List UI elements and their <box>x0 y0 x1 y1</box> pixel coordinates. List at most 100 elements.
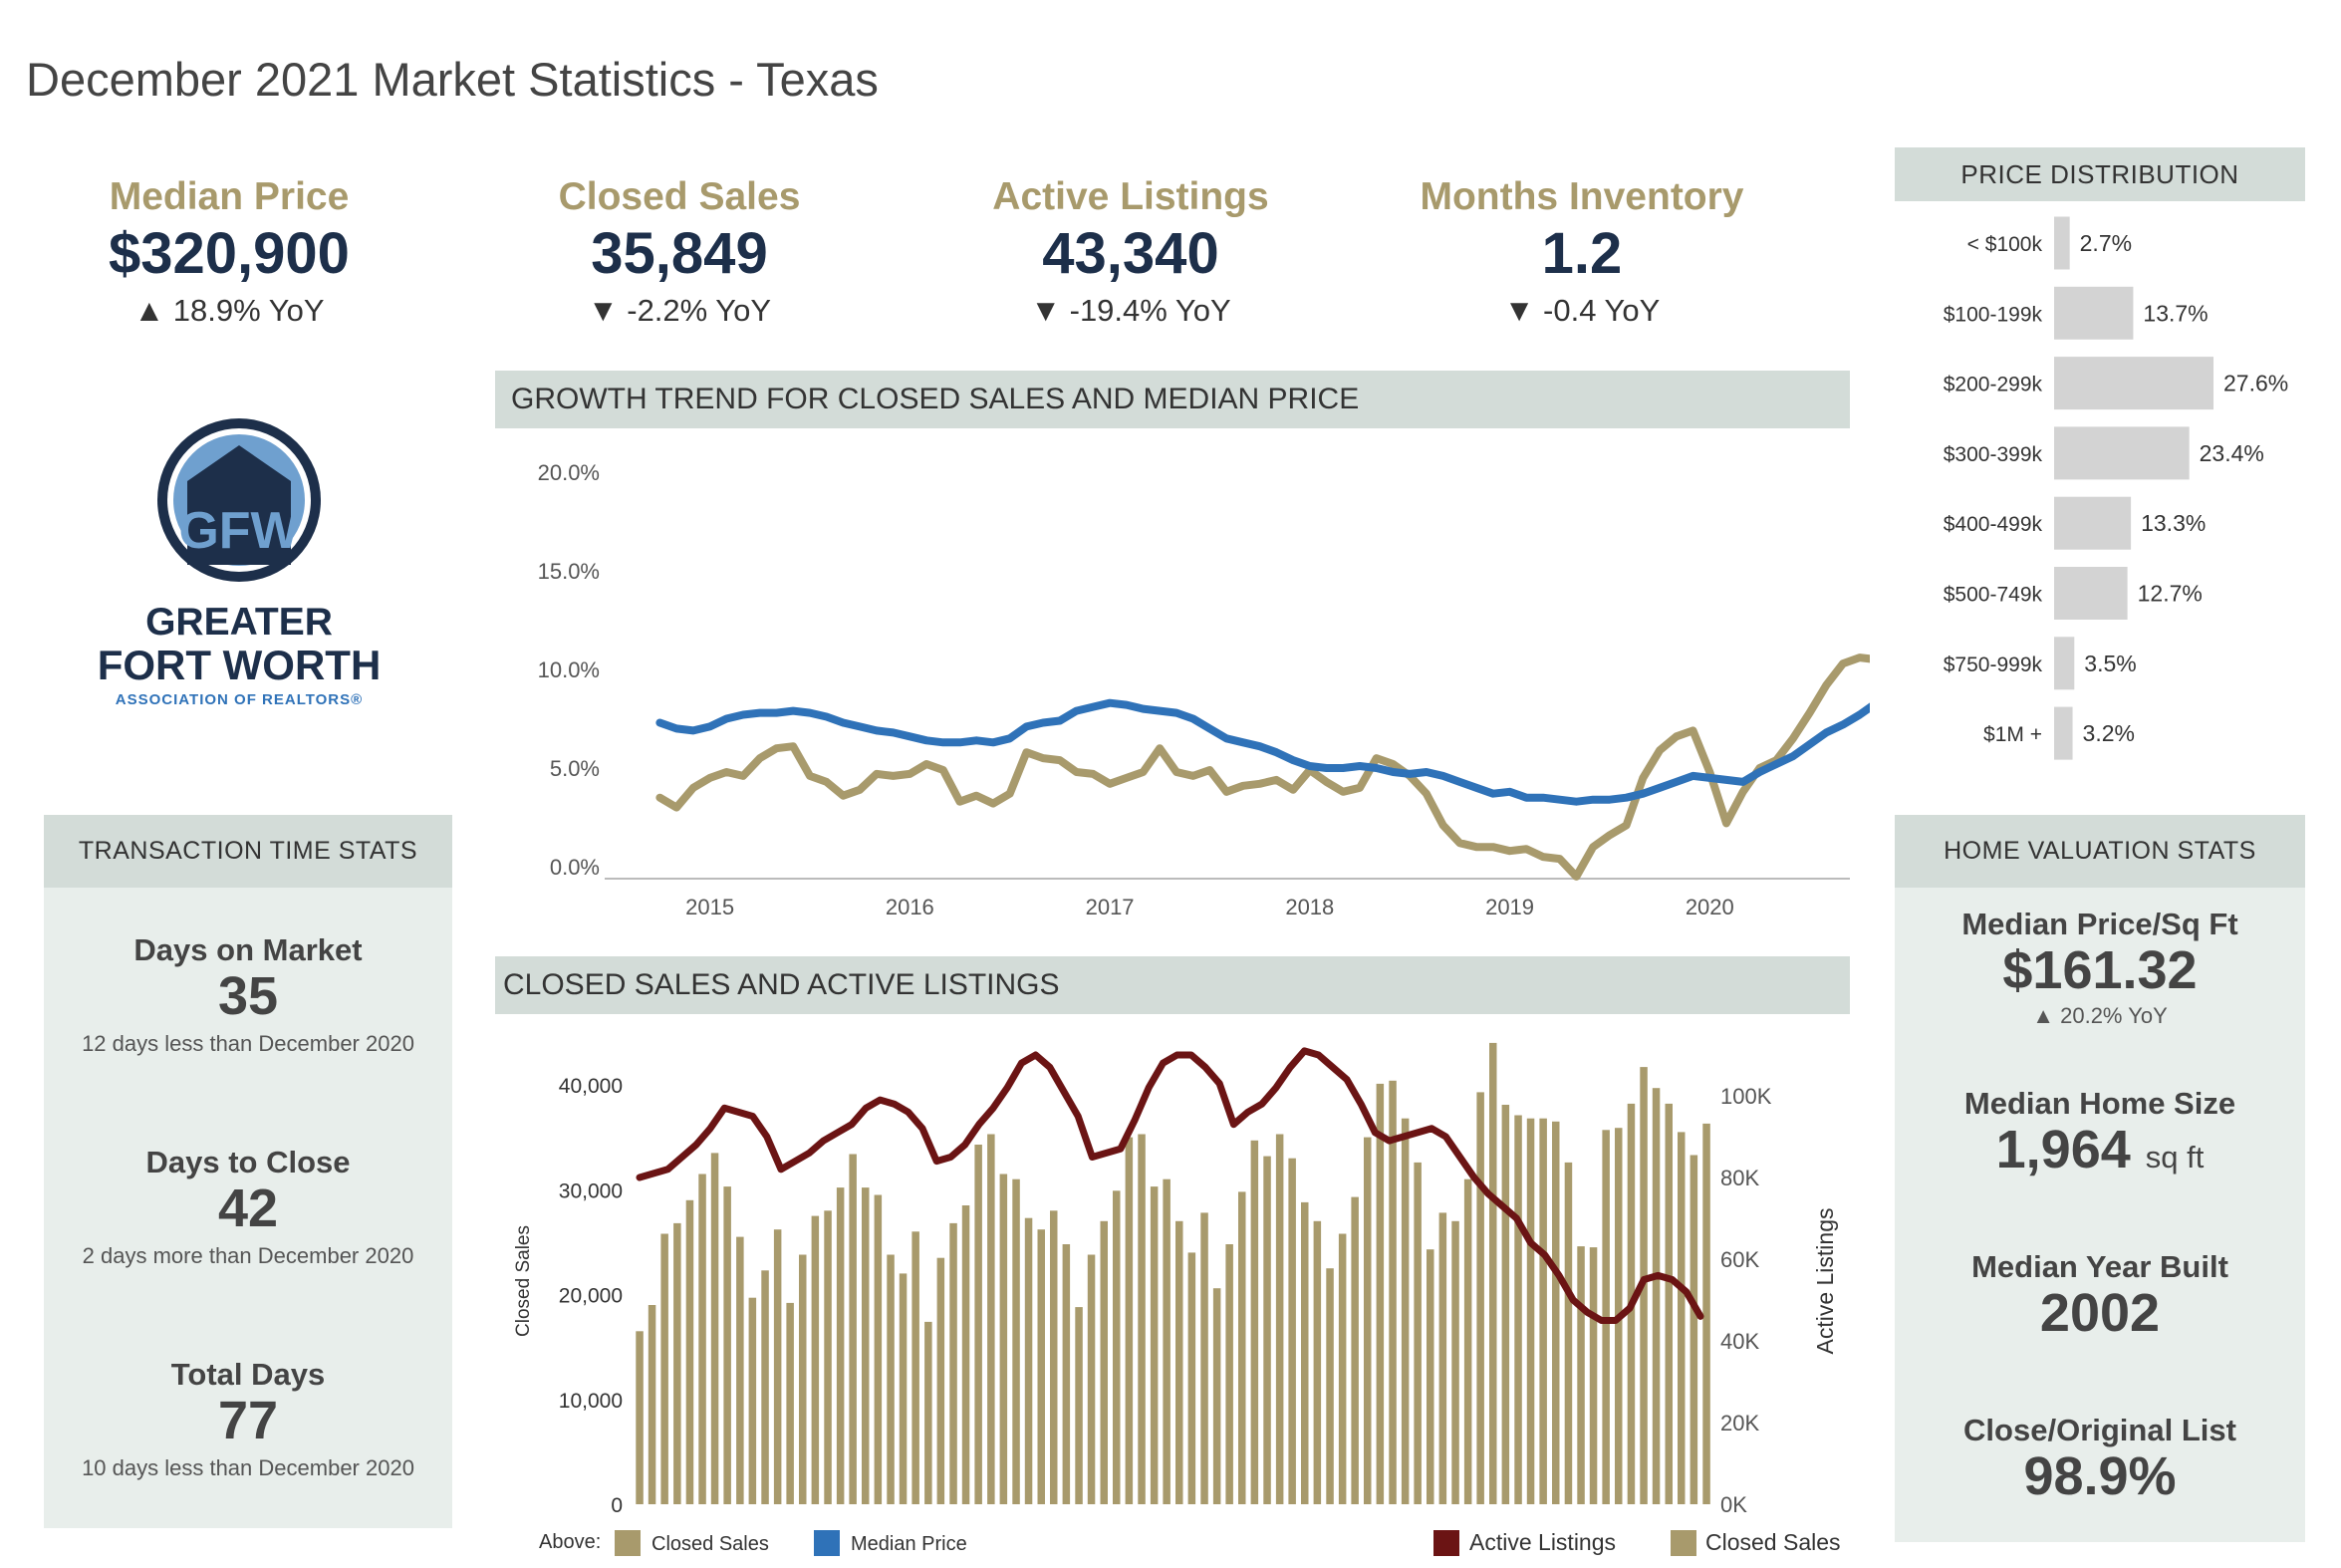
price-category-label: $400-499k <box>1944 513 2043 536</box>
y-tick-label: 0.0% <box>550 855 600 880</box>
closed-sales-bar <box>949 1222 957 1504</box>
closed-sales-bar <box>1552 1121 1560 1504</box>
stat-value: 42 <box>217 1178 279 1238</box>
closed-sales-bar <box>1665 1103 1673 1504</box>
closed-sales-bar <box>685 1199 694 1504</box>
legend-prefix: Above: <box>539 1531 601 1553</box>
closed-sales-bar <box>1175 1220 1183 1504</box>
price-category-label: < $100k <box>1967 233 2043 256</box>
closed-sales-bar <box>799 1254 807 1504</box>
kpi-change: ▼ -2.2% YoY <box>587 293 772 328</box>
legend-label: Median Price <box>851 1533 967 1555</box>
stat-close-original-list: Close/Original List 98.9% <box>1895 1413 2305 1505</box>
closed-sales-bar <box>1577 1246 1585 1504</box>
stat-value: 77 <box>217 1391 279 1450</box>
y-tick-label: 15.0% <box>538 559 600 584</box>
closed-sales-bar <box>1313 1220 1322 1504</box>
closed-sales-bar <box>1062 1244 1071 1504</box>
kpi-value: $320,900 <box>109 221 350 286</box>
kpi-label: Active Listings <box>992 175 1269 218</box>
stat-days-to-close: Days to Close 42 2 days more than Decemb… <box>44 1145 452 1269</box>
closed-sales-bar <box>1075 1307 1083 1504</box>
kpi-label: Median Price <box>109 175 350 218</box>
price-bar <box>2054 567 2128 620</box>
kpi-value: 43,340 <box>1042 221 1219 286</box>
closed-sales-bar <box>1138 1134 1146 1504</box>
closed-sales-bar <box>974 1145 982 1504</box>
y-right-tick-label: 20K <box>1720 1411 1759 1436</box>
closed-sales-bar <box>1212 1288 1221 1504</box>
closed-sales-bar <box>1238 1191 1246 1504</box>
closed-sales-bar <box>1564 1162 1573 1504</box>
x-tick-label: 2017 <box>1086 895 1135 919</box>
closed-sales-bar <box>1678 1132 1686 1504</box>
price-category-label: $1M + <box>1983 723 2042 746</box>
price-bar <box>2054 357 2213 410</box>
closed-sales-bar <box>773 1229 782 1504</box>
price-distribution-header: PRICE DISTRIBUTION <box>1895 147 2305 201</box>
stat-total-days: Total Days 77 10 days less than December… <box>44 1357 452 1481</box>
page-title: December 2021 Market Statistics - Texas <box>26 53 879 106</box>
stat-value: 98.9% <box>2023 1446 2177 1506</box>
closed-sales-bar <box>1338 1233 1347 1504</box>
price-value-label: 3.5% <box>2084 651 2136 676</box>
y-right-tick-label: 80K <box>1720 1166 1759 1190</box>
price-bar <box>2054 496 2132 550</box>
growth-trend-header: GROWTH TREND FOR CLOSED SALES AND MEDIAN… <box>495 371 1850 428</box>
kpi-value: 1.2 <box>1541 221 1623 286</box>
closed-sales-bar <box>987 1134 995 1504</box>
kpi-change: ▼ -19.4% YoY <box>1030 293 1231 328</box>
kpi-change: ▼ -0.4 YoY <box>1503 293 1661 328</box>
closed-sales-active-listings-header: CLOSED SALES AND ACTIVE LISTINGS <box>495 956 1850 1014</box>
price-bar <box>2054 286 2134 340</box>
growth-trend-chart: 0.0% 5.0% 10.0% 15.0% 20.0% 2015 2016 2017 2018 2… <box>538 460 1870 919</box>
closed-sales-bar <box>786 1302 794 1504</box>
closed-sales-bar <box>887 1254 895 1504</box>
closed-sales-bar <box>1163 1178 1170 1504</box>
closed-sales-bar <box>836 1187 845 1504</box>
logo-line-1: GREATER <box>145 601 333 644</box>
price-category-label: $300-399k <box>1944 443 2043 466</box>
stat-change: ▲ 20.2% YoY <box>2032 1002 2168 1028</box>
stat-value-row: 1,964 sq ft <box>1895 1122 2305 1178</box>
closed-sales-bar <box>811 1215 820 1504</box>
closed-sales-bar <box>1263 1156 1271 1504</box>
x-tick-label: 2016 <box>886 895 934 919</box>
price-bar <box>2054 706 2073 760</box>
y-right-tick-label: 60K <box>1720 1247 1759 1272</box>
price-category-label: $750-999k <box>1944 653 2043 676</box>
x-tick-label: 2020 <box>1686 895 1734 919</box>
legend-swatch-median-price <box>814 1530 840 1556</box>
y-left-tick-label: 40,000 <box>559 1075 623 1098</box>
y-left-tick-label: 30,000 <box>559 1179 623 1202</box>
closed-sales-bar <box>1476 1092 1484 1504</box>
y-tick-label: 10.0% <box>538 657 600 682</box>
closed-sales-bar <box>1652 1088 1661 1504</box>
closed-sales-bar <box>911 1231 919 1504</box>
closed-sales-bar <box>1087 1254 1096 1504</box>
stat-year-built: Median Year Built 2002 <box>1895 1249 2305 1342</box>
stat-label: Days to Close <box>145 1145 351 1179</box>
closed-sales-bar <box>761 1270 769 1504</box>
stat-label: Days on Market <box>133 932 363 967</box>
logo-line-2: FORT WORTH <box>98 642 382 688</box>
price-bar <box>2054 216 2070 270</box>
price-category-label: $200-299k <box>1944 374 2043 396</box>
closed-sales-bar <box>1275 1134 1284 1504</box>
closed-sales-bar <box>1150 1186 1159 1504</box>
stat-value: 2002 <box>2039 1283 2161 1343</box>
closed-sales-bar <box>1451 1220 1459 1504</box>
stat-label: Close/Original List <box>1963 1413 2236 1447</box>
price-value-label: 23.4% <box>2200 440 2264 466</box>
y-left-tick-label: 10,000 <box>559 1390 623 1413</box>
stat-value: 1,964 <box>1995 1120 2131 1179</box>
legend-label: Closed Sales <box>651 1533 769 1555</box>
price-bar <box>2054 426 2190 480</box>
closed-sales-bar <box>1414 1162 1422 1504</box>
closed-sales-bar <box>1539 1118 1547 1504</box>
legend-swatch-closed-sales <box>615 1530 641 1556</box>
transaction-time-stats-header: TRANSACTION TIME STATS <box>44 815 452 888</box>
logo-monogram: GFW <box>178 502 300 560</box>
price-category-label: $100-199k <box>1944 303 2043 326</box>
x-tick-label: 2019 <box>1485 895 1534 919</box>
